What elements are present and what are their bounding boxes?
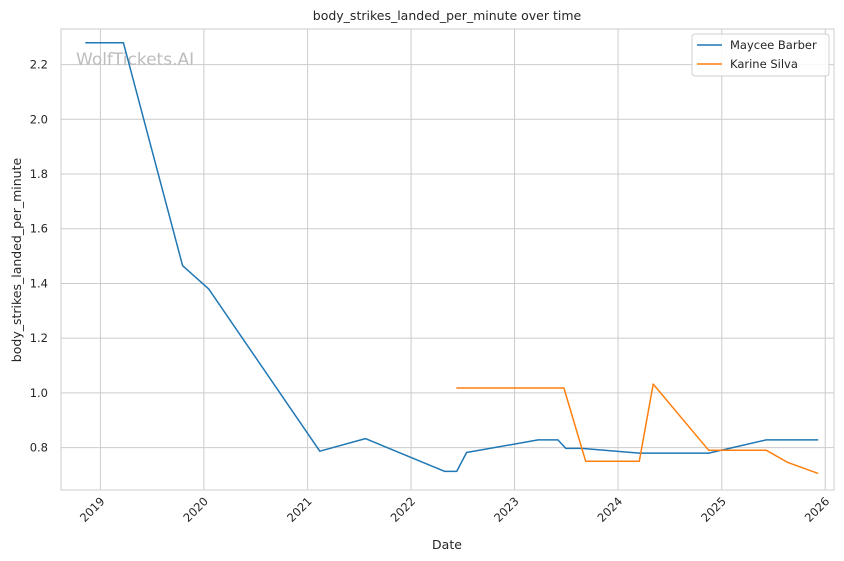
data-point-maycee-barber — [444, 470, 446, 472]
data-point-karine-silva — [708, 449, 710, 451]
x-tick-label: 2023 — [491, 494, 522, 525]
y-tick-label: 1.6 — [30, 222, 48, 236]
data-point-maycee-barber — [765, 439, 767, 441]
data-point-maycee-barber — [122, 42, 124, 44]
data-point-karine-silva — [585, 460, 587, 462]
data-point-maycee-barber — [364, 437, 367, 440]
data-point-karine-silva — [817, 472, 819, 474]
legend-label: Karine Silva — [730, 57, 798, 71]
data-point-maycee-barber — [319, 450, 321, 452]
x-axis-label: Date — [432, 537, 462, 552]
data-point-maycee-barber — [466, 451, 468, 454]
data-point-maycee-barber — [708, 452, 710, 454]
data-point-maycee-barber — [182, 265, 184, 267]
legend-box — [691, 33, 830, 77]
y-axis-label: body_strikes_landed_per_minute — [9, 157, 24, 362]
legend: Maycee Barber Karine Silva — [691, 33, 830, 77]
data-point-maycee-barber — [456, 470, 458, 472]
watermark: WolfTickets.AI — [76, 50, 194, 70]
data-point-karine-silva — [652, 383, 654, 385]
legend-label: Maycee Barber — [730, 38, 817, 52]
data-point-maycee-barber — [638, 452, 640, 454]
data-point-karine-silva — [563, 387, 565, 389]
data-point-maycee-barber — [85, 42, 87, 44]
x-tick-label: 2024 — [595, 494, 626, 525]
data-point-maycee-barber — [557, 439, 559, 441]
x-tick-label: 2025 — [698, 494, 729, 525]
data-point-maycee-barber — [208, 288, 210, 290]
x-tick-label: 2026 — [802, 494, 833, 525]
data-point-karine-silva — [456, 387, 458, 389]
x-tick-label: 2022 — [388, 494, 419, 525]
plot-frame — [60, 28, 835, 491]
series-line-maycee-barber — [85, 41, 818, 473]
data-point-karine-silva — [638, 460, 640, 462]
chart-title: body_strikes_landed_per_minute over time — [313, 8, 582, 23]
y-tick-label: 2.0 — [30, 112, 48, 126]
y-tick-label: 1.0 — [30, 386, 48, 400]
data-point-maycee-barber — [537, 439, 539, 441]
data-point-maycee-barber — [817, 439, 819, 441]
y-tick-label: 0.8 — [30, 441, 48, 455]
x-axis-ticks: 2019 2020 2021 2022 2023 2024 2025 2026 — [77, 494, 832, 525]
x-tick-label: 2020 — [180, 494, 211, 525]
y-tick-label: 1.2 — [30, 331, 48, 345]
series-line-karine-silva — [456, 383, 819, 475]
x-tick-label: 2019 — [77, 494, 108, 525]
y-tick-label: 1.4 — [30, 276, 48, 290]
data-point-maycee-barber — [565, 447, 567, 450]
y-tick-label: 1.8 — [30, 167, 48, 181]
y-axis-ticks: 0.8 1.0 1.2 1.4 1.6 1.8 2.0 2.2 — [30, 58, 48, 455]
y-tick-label: 2.2 — [30, 58, 48, 72]
gridlines — [61, 29, 834, 490]
data-point-karine-silva — [765, 449, 767, 451]
data-point-karine-silva — [787, 462, 789, 464]
x-tick-label: 2021 — [284, 494, 315, 525]
series-layer — [85, 41, 819, 475]
